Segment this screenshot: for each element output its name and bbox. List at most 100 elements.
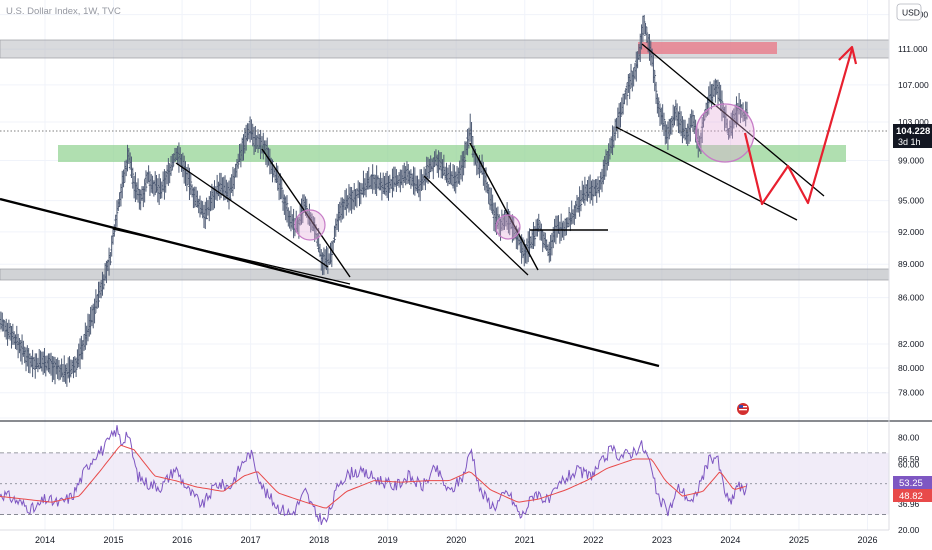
time-tick-label: 2017 [241,535,261,545]
price-tick-label: 86.000 [898,293,924,303]
rsi-pane [0,425,889,525]
rsi-tick-label: 66.59 [898,454,920,464]
price-bar [330,241,334,268]
wedge-2023-lower[interactable] [615,126,798,221]
forecast-arrowhead-icon [838,45,858,65]
price-bar [745,101,749,120]
price-bar [2,319,5,332]
price-bar [537,213,541,232]
price-tick-label: 95.000 [898,196,924,206]
price-bar [653,70,657,92]
symbol-title[interactable]: U.S. Dollar Index, 1W, TVC [6,6,121,17]
rsi-ma-value-label: 48.82 [899,491,923,502]
time-axis[interactable]: 2014 2015 2016 2017 2018 2019 2020 2021 2022 2023… [35,535,878,545]
price-tick-label: 103.000 [898,117,929,127]
price-bar [333,225,336,243]
rsi-ma-line [0,444,746,509]
price-bar [566,217,570,228]
rsi-tick-label: 36.96 [898,499,920,509]
price-bar [657,97,660,118]
price-tick-label: 78.000 [898,388,924,398]
time-tick-label: 2016 [172,535,192,545]
time-tick-label: 2025 [789,535,809,545]
time-tick-label: 2021 [515,535,535,545]
price-bar [102,274,106,290]
price-bar [131,167,135,189]
time-tick-label: 2026 [857,535,877,545]
support-grey-zone[interactable] [0,268,890,281]
price-bar [122,169,125,188]
price-bar [97,281,100,308]
wedge-2020-upper-b[interactable] [469,142,539,271]
last-price-label: 104.228 [896,126,930,137]
rsi-tick-label: 20.00 [898,525,920,535]
forecast-path[interactable] [743,48,854,206]
price-bar [229,177,232,201]
rsi-ma-badge[interactable]: 48.82 [893,489,932,502]
forecast-arrow-group [743,45,858,206]
highlight-circle-2023[interactable] [695,103,755,163]
price-bar [280,178,284,200]
rsi-tick-label: 80.00 [898,432,920,442]
highlight-circle-2017[interactable] [294,209,326,241]
price-tick-label: 99.000 [898,156,924,166]
us-flag-event-icon[interactable] [737,403,749,415]
price-bar [205,197,208,220]
red-resistance-box[interactable] [638,42,777,54]
price-series-group [0,14,749,387]
price-bar [628,73,631,100]
price-bar [463,141,467,169]
price-bar [37,349,41,370]
time-tick-label: 2023 [652,535,672,545]
price-bar [93,298,96,324]
rsi-value-badge[interactable]: 53.25 [893,476,932,489]
price-tick-label: 89.000 [898,259,924,269]
price-bar [625,82,629,106]
price-bar [642,14,646,35]
price-tick-label: 80.000 [898,363,924,373]
time-tick-label: 2024 [720,535,740,545]
price-bar [667,118,671,140]
rsi-line [0,425,748,525]
price-bar [74,357,78,377]
currency-button[interactable]: USD [896,3,922,21]
price-bar [109,251,112,266]
wedge-2016-upper[interactable] [175,162,329,268]
price-bar [285,195,289,223]
price-bar [232,169,236,190]
wedge-2020-upper-a[interactable] [423,175,529,276]
countdown-label: 3d 1h [898,137,921,147]
trendline-drawings [0,43,889,368]
time-tick-label: 2022 [583,535,603,545]
price-tick-label: 107.000 [898,80,929,90]
price-bar [702,113,705,128]
wedge-2023-upper[interactable] [641,43,825,197]
time-tick-label: 2014 [35,535,55,545]
highlight-circle-2020[interactable] [495,214,521,240]
wedge-2017-upper[interactable] [261,148,351,278]
price-bar [645,26,649,44]
rsi-series-group [0,425,748,525]
time-tick-label: 2019 [378,535,398,545]
price-bar [113,224,116,237]
currency-label: USD [902,8,920,18]
time-tick-label: 2018 [309,535,329,545]
price-tick-label: 92.000 [898,227,924,237]
price-bar [144,170,148,192]
price-bar [654,81,658,104]
price-bar [619,102,622,128]
price-bar [579,190,583,212]
rsi-tick-label: 60.00 [898,459,920,469]
price-bar [115,200,119,227]
price-tick-label: 111.000 [898,44,928,54]
last-price-badge[interactable]: 104.228 3d 1h [893,124,932,148]
main-price-grid [0,0,889,530]
price-axis[interactable]: 115.000111.000107.000103.00099.00095.000… [898,10,929,398]
wedge-2016-lower[interactable] [112,228,351,285]
price-bar [189,173,193,195]
price-bar [171,154,174,171]
long-term-trendline[interactable] [0,197,660,368]
price-bar [652,54,655,83]
